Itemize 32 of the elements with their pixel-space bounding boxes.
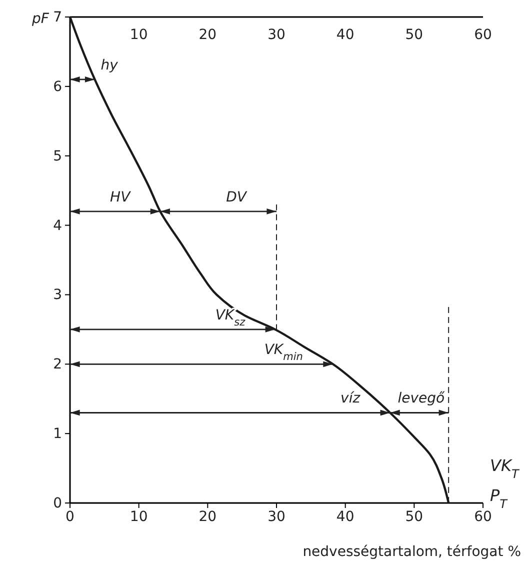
- annotation: hy: [100, 57, 119, 74]
- y-axis-title: pF: [31, 11, 50, 27]
- x-tick-label: 0: [66, 508, 74, 525]
- annotation: levegő: [398, 390, 446, 407]
- y-tick-label: 2: [53, 356, 62, 373]
- annotation: VK$_{T}$: [490, 456, 520, 481]
- x2-tick-label: 10: [130, 26, 148, 43]
- x-tick-label: 50: [405, 508, 424, 525]
- x-tick-label: 40: [336, 508, 354, 525]
- y-tick-label: 4: [53, 218, 62, 234]
- x-tick-label: 20: [198, 508, 217, 525]
- y-tick-label: 6: [53, 78, 62, 95]
- annotation: víz: [340, 390, 361, 407]
- x2-tick-label: 50: [405, 26, 424, 43]
- x2-tick-label: 30: [268, 26, 286, 43]
- y-tick-label: 7: [53, 9, 62, 26]
- x-tick-label: 10: [130, 508, 148, 525]
- annotation: VK$_{sz}$: [215, 307, 246, 328]
- x2-tick-label: 60: [474, 26, 492, 43]
- x2-tick-label: 20: [198, 26, 217, 43]
- y-tick-label: 0: [53, 495, 62, 512]
- x-tick-label: 30: [268, 508, 286, 525]
- x-axis-title: nedvességtartalom, térfogat %: [302, 544, 521, 560]
- annotation: HV: [110, 189, 132, 206]
- y-tick-label: 3: [53, 287, 62, 304]
- x2-tick-label: 40: [336, 26, 354, 43]
- y-tick-label: 1: [53, 426, 62, 442]
- y-tick-label: 5: [53, 148, 62, 164]
- x-tick-label: 60: [474, 508, 492, 525]
- annotation: VK$_{min}$: [264, 342, 303, 364]
- annotation: P$_{T}$: [490, 486, 509, 511]
- annotation: DV: [226, 189, 248, 206]
